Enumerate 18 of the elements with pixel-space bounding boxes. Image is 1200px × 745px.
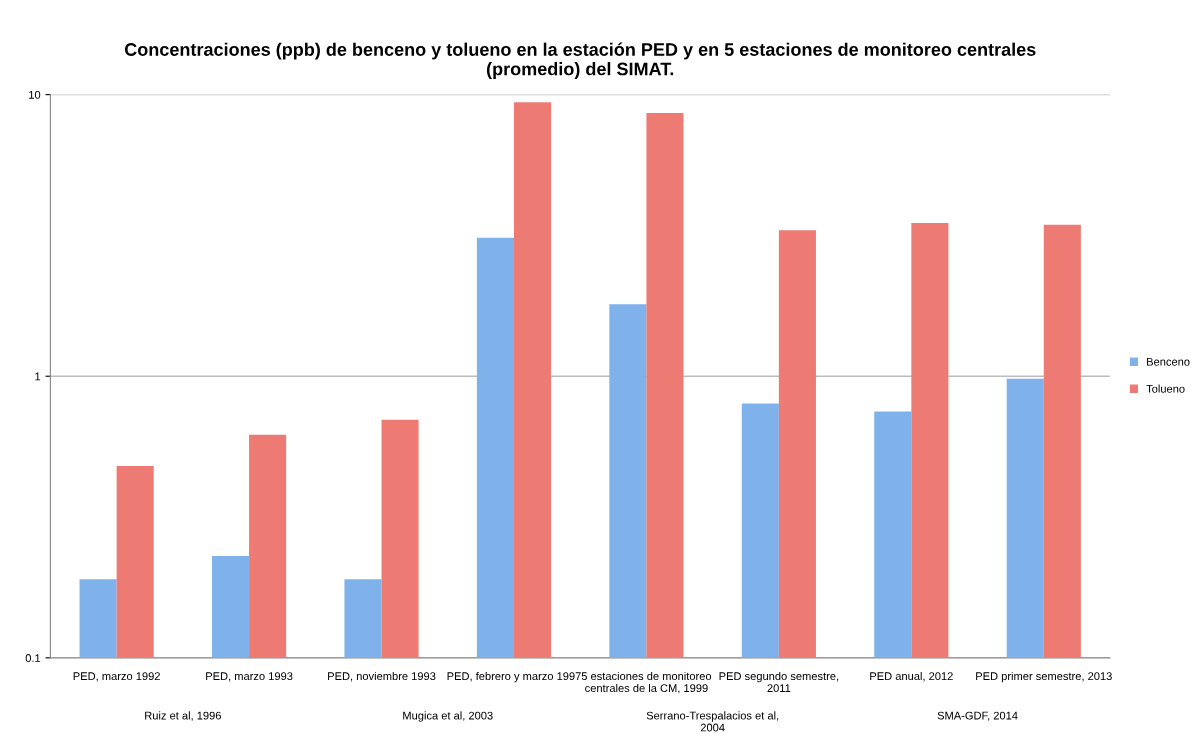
chart-title: Concentraciones (ppb) de benceno y tolueno en la estación PED y en 5 estaciones de monitoreo centrales (promedio) del SIMAT. <box>124 42 1036 79</box>
text: SMA-GDF, 2014 <box>937 711 1018 721</box>
y-tick-label: 1 <box>35 372 41 381</box>
legend-label: Tolueno <box>1146 384 1185 393</box>
text: Mugica et al, 2003 <box>403 711 493 722</box>
legend-label: Benceno <box>1147 357 1190 366</box>
x-tick-label: PED primer semestre, 2013 <box>976 671 1112 683</box>
y-tick-label: 0.1 <box>25 654 41 662</box>
x-tick-label: PED anual, 2012 <box>870 671 953 682</box>
x-tick-label: PED, febrero y marzo 1997 <box>447 671 581 683</box>
x-tick-label: 5 estaciones de monitoreo centrales de la CM, 1999 <box>581 671 712 694</box>
text: Ruiz et al, 1996 <box>145 711 221 721</box>
y-tick-label: 10 <box>29 90 41 99</box>
text: Serrano-Trespalacios et al, 2004 <box>646 711 779 732</box>
x-tick-label: PED, marzo 1993 <box>206 672 293 682</box>
x-tick-label: PED segundo semestre, 2011 <box>719 671 839 693</box>
x-tick-label: PED, marzo 1992 <box>73 672 160 682</box>
x-tick-label: PED, noviembre 1993 <box>328 671 436 682</box>
